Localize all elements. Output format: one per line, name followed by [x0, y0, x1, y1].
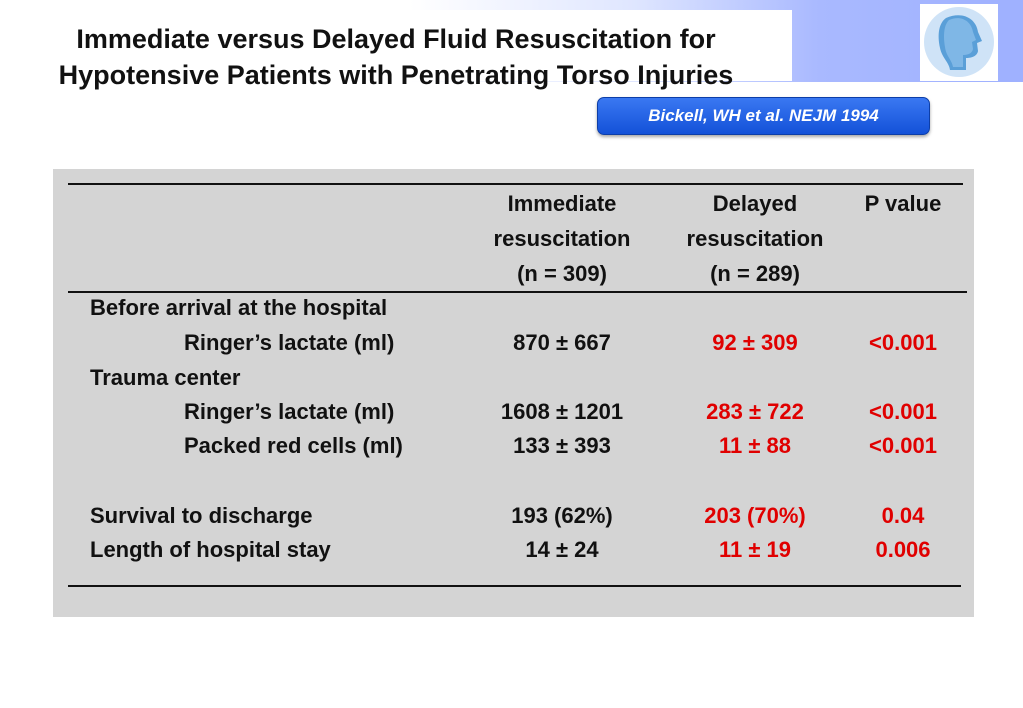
section-trauma-center: Trauma center	[90, 365, 241, 390]
table-top-rule	[68, 183, 963, 185]
row-label: Length of hospital stay	[90, 537, 331, 562]
cell-delayed: 203 (70%)	[704, 503, 806, 528]
cell-pvalue: <0.001	[869, 433, 937, 458]
row-label: Ringer’s lactate (ml)	[184, 330, 395, 355]
header-immediate-line-2: resuscitation	[493, 226, 631, 251]
table-bottom-rule	[68, 585, 961, 587]
slide-title-line-2: Hypotensive Patients with Penetrating To…	[58, 60, 734, 90]
cell-delayed: 11 ± 19	[718, 537, 792, 562]
cell-immediate: 14 ± 24	[525, 537, 599, 562]
cell-immediate: 193 (62%)	[511, 503, 613, 528]
cell-pvalue: <0.001	[869, 330, 937, 355]
header-delayed-line-3: (n = 289)	[710, 261, 800, 286]
head-profile-icon	[924, 7, 994, 77]
logo	[920, 4, 998, 81]
row-label: Survival to discharge	[90, 503, 313, 528]
title-box: Immediate versus Delayed Fluid Resuscita…	[0, 10, 792, 90]
header-delayed-line-2: resuscitation	[686, 226, 824, 251]
row-label: Ringer’s lactate (ml)	[184, 399, 395, 424]
header-immediate-line-1: Immediate	[507, 191, 617, 216]
cell-delayed: 11 ± 88	[718, 433, 792, 458]
header-immediate-line-3: (n = 309)	[517, 261, 607, 286]
cell-immediate: 133 ± 393	[513, 433, 611, 458]
header-pvalue: P value	[864, 191, 942, 216]
slide-title-line-1: Immediate versus Delayed Fluid Resuscita…	[76, 24, 716, 54]
cell-pvalue: 0.006	[875, 537, 931, 562]
section-before-arrival: Before arrival at the hospital	[90, 295, 388, 320]
header-delayed-line-1: Delayed	[712, 191, 798, 216]
table-header-rule	[68, 291, 967, 293]
cell-delayed: 283 ± 722	[706, 399, 804, 424]
cell-immediate: 870 ± 667	[513, 330, 611, 355]
results-table: Immediate resuscitation (n = 309) Delaye…	[53, 169, 974, 617]
cell-pvalue: <0.001	[869, 399, 937, 424]
cell-immediate: 1608 ± 1201	[500, 399, 624, 424]
citation-badge: Bickell, WH et al. NEJM 1994	[597, 97, 930, 135]
cell-delayed: 92 ± 309	[712, 330, 798, 355]
cell-pvalue: 0.04	[881, 503, 925, 528]
row-label: Packed red cells (ml)	[184, 433, 403, 458]
header-accent-strip	[1000, 0, 1023, 82]
